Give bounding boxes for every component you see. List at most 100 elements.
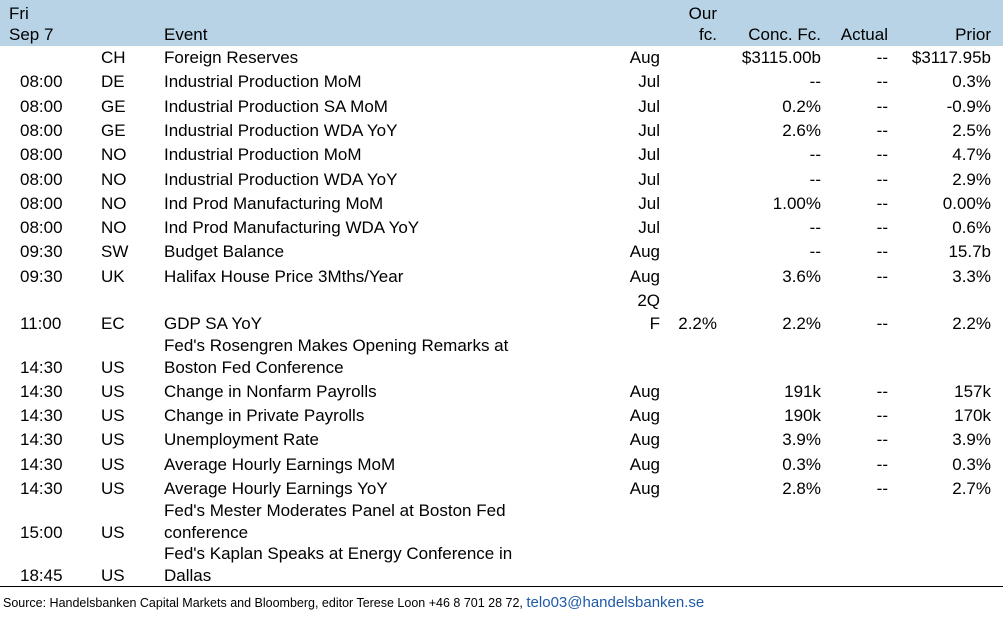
table-row: 14:30 US Average Hourly Earnings MoM Aug 0.3… [0,454,1003,478]
prior-cell: 4.7% [952,145,991,165]
conc-fc-cell: 190k [784,406,821,426]
prior-cell: 2.5% [952,120,991,140]
event-cell: Change in Nonfarm Payrolls [164,382,377,401]
time-cell: 08:00 [20,169,63,189]
time-cell: 08:00 [20,145,63,165]
period-cell: Jul [638,218,660,238]
actual-cell: -- [876,48,888,67]
actual-cell: -- [876,72,888,92]
period-cell: Jul [638,72,660,92]
country-cell: US [101,406,125,426]
table-header: Fri Sep 7 Event Our fc. Conc. Fc. Actual… [0,0,1003,46]
header-event: Event [164,25,208,44]
time-cell: 08:00 [20,72,63,92]
event-cell: conference [164,523,249,542]
period-cell: Aug [629,430,660,450]
country-cell: CH [101,48,126,67]
country-cell: NO [101,218,127,238]
event-cell: Fed's Rosengren Makes Opening Remarks at [164,336,509,355]
event-cell: Industrial Production MoM [164,72,362,92]
time-cell: 14:30 [20,430,63,450]
table-row-fed-rosengren: Fed's Rosengren Makes Opening Remarks at… [0,335,1003,381]
actual-cell: -- [876,242,888,262]
country-cell: NO [101,193,127,213]
country-cell: US [101,454,125,474]
source-note: Source: Handelsbanken Capital Markets an… [3,594,704,611]
conc-fc-cell: 1.00% [772,193,821,213]
event-cell: Ind Prod Manufacturing WDA YoY [164,218,420,238]
header-day: Fri [9,4,29,23]
conc-fc-cell: 0.2% [782,96,821,116]
time-cell: 14:30 [20,382,63,401]
country-cell: DE [101,72,125,92]
event-cell: Dallas [164,566,212,585]
time-cell: 09:30 [20,242,63,262]
actual-cell: -- [876,169,888,189]
conc-fc-cell: -- [809,145,821,165]
prior-cell: $3117.95b [911,48,991,67]
event-cell: Boston Fed Conference [164,358,344,377]
period-cell: Aug [629,454,660,474]
header-our-fc-line1: Our [688,4,717,23]
table-row-gdp: 2Q 11:00 EC GDP SA YoY F 2.2% 2.2% -- 2.… [0,290,1003,338]
table-row: 14:30 US Unemployment Rate Aug 3.9% -- 3.9% [0,429,1003,453]
period-cell: 2Q [637,291,660,310]
period-cell: Aug [629,382,660,401]
actual-cell: -- [876,266,888,286]
event-cell: Change in Private Payrolls [164,406,365,426]
table-row: 08:00 GE Industrial Production SA MoM Jul 0.… [0,96,1003,120]
country-cell: GE [101,96,126,116]
prior-cell: 0.6% [952,218,991,238]
country-cell: US [101,358,125,377]
country-cell: US [101,566,125,585]
table-row: 14:30 US Average Hourly Earnings YoY Aug 2.8… [0,478,1003,502]
header-conc-fc: Conc. Fc. [748,25,821,44]
header-our-fc-line2: fc. [699,25,717,44]
event-cell: Fed's Mester Moderates Panel at Boston F… [164,501,506,520]
time-cell: 09:30 [20,266,63,286]
time-cell: 08:00 [20,120,63,140]
prior-cell: 0.3% [952,72,991,92]
table-row: 08:00 NO Industrial Production WDA YoY Jul -… [0,169,1003,193]
table-row: 08:00 GE Industrial Production WDA YoY Jul 2… [0,120,1003,144]
country-cell: US [101,382,125,401]
time-cell: 14:30 [20,406,63,426]
conc-fc-cell: -- [809,242,821,262]
event-cell: Industrial Production MoM [164,145,362,165]
prior-cell: -0.9% [946,96,991,116]
country-cell: NO [101,169,127,189]
conc-fc-cell: 3.9% [782,430,821,450]
period-cell: Aug [629,406,660,426]
event-cell: Unemployment Rate [164,430,319,450]
our-fc-cell: 2.2% [678,314,717,333]
period-cell: Aug [629,266,660,286]
event-cell: Ind Prod Manufacturing MoM [164,193,384,213]
actual-cell: -- [876,430,888,450]
prior-cell: 2.2% [952,314,991,333]
conc-fc-cell: 2.6% [782,120,821,140]
prior-cell: 0.3% [952,454,991,474]
event-cell: Industrial Production SA MoM [164,96,388,116]
header-prior: Prior [955,25,991,44]
actual-cell: -- [876,218,888,238]
conc-fc-cell: 2.8% [782,478,821,498]
actual-cell: -- [876,193,888,213]
time-cell: 14:30 [20,454,63,474]
footer-divider [0,586,1003,587]
event-cell: Industrial Production WDA YoY [164,120,398,140]
time-cell: 11:00 [20,314,62,333]
event-cell: Average Hourly Earnings YoY [164,478,388,498]
header-date: Sep 7 [9,25,54,44]
country-cell: GE [101,120,126,140]
prior-cell: 157k [954,382,991,401]
period-cell: Jul [638,169,660,189]
prior-cell: 15.7b [948,242,991,262]
event-cell: Halifax House Price 3Mths/Year [164,266,404,286]
email-link[interactable]: telo03@handelsbanken.se [526,594,705,611]
conc-fc-cell: 191k [784,382,821,401]
table-row-fed-kaplan: Fed's Kaplan Speaks at Energy Conference… [0,543,1003,589]
period-cell: Aug [629,242,660,262]
table-row: 08:00 DE Industrial Production MoM Jul -- -- 0… [0,71,1003,95]
table-row: 14:30 US Change in Nonfarm Payrolls Aug 191k… [0,381,1003,405]
actual-cell: -- [876,145,888,165]
